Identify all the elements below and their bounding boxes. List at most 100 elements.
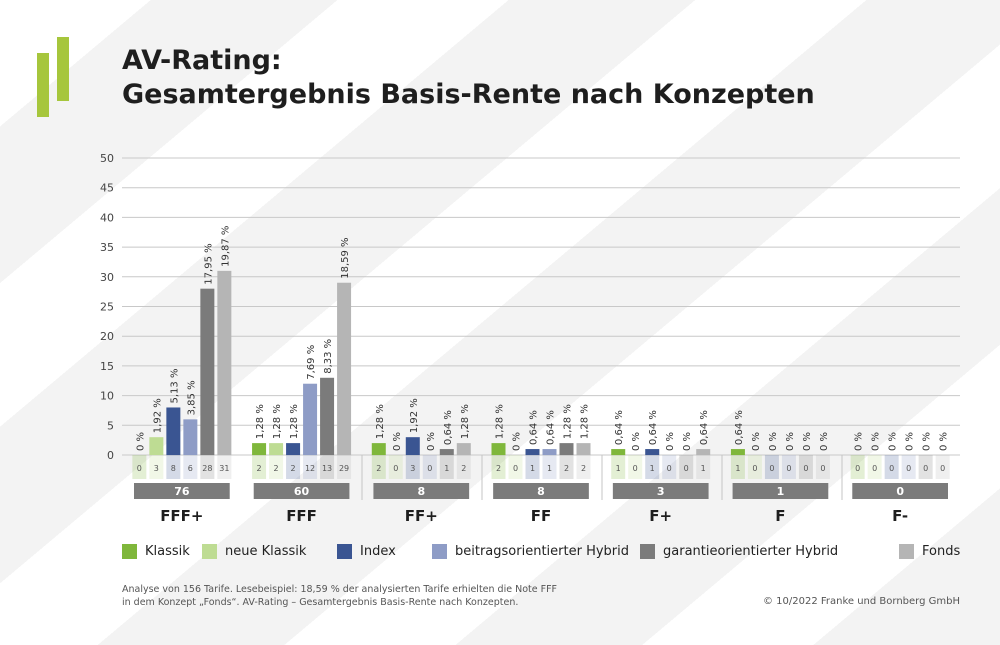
data-label-percent: 3,85 % [186,380,197,415]
data-label-percent: 1,28 % [375,404,386,439]
count-cell [815,455,830,479]
legend-item: Fonds [899,542,960,560]
category-total-label: 76 [174,485,190,498]
y-tick-label: 50 [100,152,114,165]
data-label-count: 0 [820,464,825,473]
legend-item: garantieorientierter Hybrid [640,542,838,560]
footnote-line1: Analyse von 156 Tarife. Lesebeispiel: 18… [122,584,557,595]
data-label-percent: 0 % [135,432,146,451]
y-tick-label: 20 [100,330,114,343]
legend-item: Index [337,542,396,560]
data-label-percent: 1,28 % [495,404,506,439]
data-label-percent: 0,64 % [734,410,745,445]
data-label-percent: 0 % [682,432,693,451]
data-label-percent: 5,13 % [169,369,180,404]
bar [730,449,745,455]
count-cell [525,455,540,479]
x-category-label: FF [531,507,552,525]
category-total-label: 8 [537,485,545,498]
count-cell [166,455,181,479]
data-label-count: 2 [581,464,586,473]
count-cell [252,455,267,479]
data-label-count: 0 [667,464,672,473]
data-label-percent: 0,64 % [546,410,557,445]
x-category-label: F+ [649,507,672,525]
legend-swatch [122,543,137,559]
data-label-percent: 0 % [631,432,642,451]
bar [456,443,471,455]
legend-swatch [640,543,655,559]
data-label-count: 0 [906,464,911,473]
data-label-count: 0 [393,464,398,473]
category-total-label: 0 [896,485,904,498]
bar [439,449,454,455]
data-label-percent: 0 % [905,432,916,451]
footnote-line2: in dem Konzept „Fonds“. AV-Rating – Gesa… [122,597,519,608]
data-label-count: 2 [291,464,296,473]
bar [217,270,232,455]
data-label-percent: 1,28 % [580,404,591,439]
count-cell [183,455,198,479]
count-cell [611,455,626,479]
legend-item: Klassik [122,542,190,560]
count-cell [439,455,454,479]
count-cell [850,455,865,479]
data-label-percent: 0 % [854,432,865,451]
count-cell [320,455,335,479]
count-cell [935,455,950,479]
data-label-count: 0 [940,464,945,473]
count-cell [576,455,591,479]
data-label-percent: 0 % [512,432,523,451]
data-label-percent: 18,59 % [340,237,351,278]
count-cell [337,455,352,479]
data-label-percent: 0,64 % [443,410,454,445]
count-cell [901,455,916,479]
bar [542,449,557,455]
y-tick-label: 45 [100,182,114,195]
data-label-count: 0 [633,464,638,473]
count-cell [132,455,147,479]
data-label-count: 1 [444,464,449,473]
page-title-line2: Gesamtergebnis Basis-Rente nach Konzepte… [122,79,815,110]
data-label-count: 2 [274,464,279,473]
legend-item: neue Klassik [202,542,306,560]
y-tick-label: 5 [107,419,114,432]
data-label-count: 1 [735,464,740,473]
bar [525,449,540,455]
bar [696,449,711,455]
y-tick-label: 0 [107,449,114,462]
category-total-box [852,483,948,499]
category-total-box [373,483,470,499]
data-label-percent: 0 % [768,432,779,451]
y-tick-label: 10 [100,390,114,403]
count-cell [559,455,574,479]
count-cell [781,455,796,479]
count-cell [884,455,899,479]
count-cell [303,455,318,479]
count-cell [491,455,506,479]
data-label-count: 2 [257,464,262,473]
count-cell [679,455,694,479]
data-label-percent: 1,28 % [255,404,266,439]
data-label-count: 0 [803,464,808,473]
count-cell [918,455,933,479]
legend-swatch [337,543,352,559]
category-total-label: 1 [777,485,785,498]
data-label-percent: 1,28 % [289,404,300,439]
legend-label: garantieorientierter Hybrid [663,543,839,559]
count-cell [217,455,232,479]
data-label-percent: 0,64 % [529,410,540,445]
data-label-count: 0 [923,464,928,473]
data-label-percent: 0 % [888,432,899,451]
legend-item: beitragsorientierter Hybrid [432,542,629,560]
category-total-box [253,483,350,499]
count-cell [371,455,386,479]
data-label-count: 12 [305,464,315,473]
legend-label: neue Klassik [225,543,307,559]
bar [166,407,181,455]
category-total-label: 8 [417,485,425,498]
data-label-percent: 0 % [392,432,403,451]
data-label-count: 0 [684,464,689,473]
data-label-count: 31 [219,464,229,473]
